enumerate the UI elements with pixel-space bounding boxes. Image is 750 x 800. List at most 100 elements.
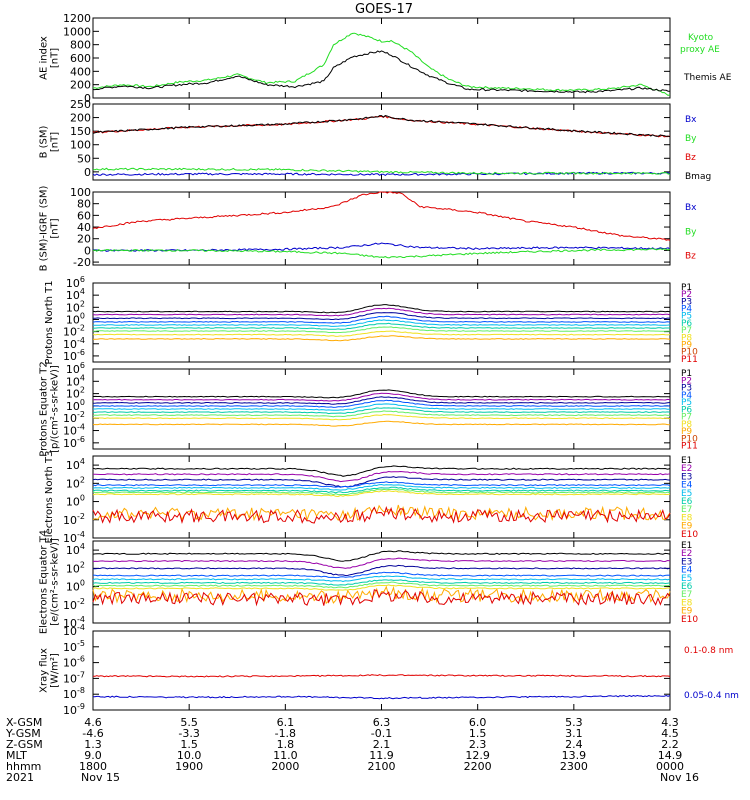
channel-line <box>92 488 671 496</box>
channel-line <box>92 420 671 427</box>
legend-entry: Kyoto <box>688 33 714 43</box>
axis-row-value: 6.1 <box>277 716 295 729</box>
axis-row-value: 3.1 <box>565 727 583 740</box>
channel-legend-entry: E6 <box>681 582 693 592</box>
axis-row-value: -0.1 <box>371 727 392 740</box>
y-tick-label: 800 <box>70 39 91 52</box>
panel-frame <box>92 455 671 539</box>
y-tick-label: 80 <box>77 198 91 211</box>
channel-line <box>92 486 671 494</box>
y-tick-label: 20 <box>77 233 91 246</box>
axis-row-value: 4.5 <box>661 727 679 740</box>
y-tick-label: 10-4 <box>63 530 85 545</box>
y-axis-label: [e/(cm²-s-sr-keV)] <box>50 538 61 626</box>
y-axis-label: Protons North T1 <box>44 280 55 364</box>
channel-legend-entry: P5 <box>681 398 692 408</box>
series-line <box>92 674 671 678</box>
panel-bigrf-ylabel: B (SM)-IGRF (SM) [nT] <box>39 186 61 272</box>
y-tick-label: 100 <box>70 186 91 199</box>
axis-row-value: 4.6 <box>84 716 102 729</box>
channel-legend-entry: P9 <box>681 427 692 437</box>
y-axis-label: B (SM) <box>39 125 50 158</box>
channel-legend-entry: E7 <box>681 590 692 600</box>
y-tick-label: 106 <box>66 361 85 376</box>
channel-legend-entry: E6 <box>681 497 693 507</box>
axis-row-value: 6.0 <box>469 716 487 729</box>
y-axis-label: Xray flux <box>39 648 50 693</box>
axis-row-value: 5.3 <box>565 716 583 729</box>
channel-legend-entry: P8 <box>681 420 692 430</box>
channel-line <box>92 413 671 421</box>
channel-legend-entry: P10 <box>681 434 698 444</box>
channel-line <box>93 564 671 577</box>
y-tick-label: 10-8 <box>63 686 85 701</box>
axis-row-value: 10.0 <box>177 749 202 762</box>
y-tick-label: 150 <box>70 125 91 138</box>
legend-entry: proxy AE <box>680 45 720 55</box>
channel-line <box>92 481 671 488</box>
channel-line <box>92 504 671 522</box>
channel-line <box>93 403 671 411</box>
channel-legend-entry: E5 <box>681 574 692 584</box>
axis-row-value: 11.0 <box>273 749 298 762</box>
y-tick-label: 10-6 <box>63 348 85 363</box>
axis-row-label: X-GSM <box>6 716 42 729</box>
series-line <box>92 191 671 241</box>
legend-entry: Bx <box>685 203 697 213</box>
series-line <box>92 115 671 138</box>
axis-row-value: 1800 <box>79 760 107 773</box>
channel-legend-entry: P1 <box>681 283 692 293</box>
y-tick-label: 60 <box>77 209 91 222</box>
y-tick-label: 0 <box>84 166 91 179</box>
y-tick-label: 10-9 <box>63 702 85 717</box>
axis-row-value: 2000 <box>271 760 299 773</box>
y-axis-label: [nT] <box>50 48 61 68</box>
axis-row-value: 2.3 <box>469 738 487 751</box>
y-axis-label: Electrons North T3 <box>44 450 55 543</box>
series-line <box>92 32 671 96</box>
channel-line <box>92 490 671 498</box>
channel-legend-entry: E9 <box>681 522 693 532</box>
y-tick-label: 10-2 <box>63 410 85 425</box>
axis-row-mlt: MLT 9.0 10.0 11.0 11.9 12.9 13.9 14.9 <box>6 749 682 762</box>
axis-row-value: 0000 <box>656 760 684 773</box>
channel-legend-entry: P9 <box>681 340 692 350</box>
axis-row-value: 12.9 <box>465 749 490 762</box>
y-axis-label: [nT] <box>50 132 61 152</box>
axis-row-value: 1.3 <box>84 738 102 751</box>
panel-ae-ylabel: AE index [nT] <box>39 36 61 80</box>
y-tick-label: 200 <box>70 112 91 125</box>
channel-line <box>92 483 671 491</box>
y-tick-label: 102 <box>66 560 85 575</box>
y-axis-label: Protons Equator T2 <box>39 361 50 457</box>
channel-line <box>92 322 670 330</box>
channel-line <box>92 304 671 314</box>
channel-line <box>92 581 671 589</box>
legend-entry: Bz <box>685 153 696 163</box>
channel-line <box>92 326 670 334</box>
axis-row-x-gsm: X-GSM 4.6 5.5 6.1 6.3 6.0 5.3 4.3 <box>6 716 679 729</box>
legend-entry: By <box>685 227 697 237</box>
y-axis-label: [p/(cm²-s-sr-keV)] <box>50 365 61 453</box>
channel-legend-entry: P3 <box>681 384 692 394</box>
legend-entry: Themis AE <box>683 73 732 83</box>
plot-title: GOES-17 <box>355 2 413 17</box>
panel-xray-ylabel: Xray flux [W/m²] <box>39 648 61 693</box>
axis-row-label: Z-GSM <box>6 738 43 751</box>
channel-line <box>92 389 671 399</box>
channel-legend-entry: E8 <box>681 598 693 608</box>
channel-legend-entry: P6 <box>681 405 692 415</box>
channel-legend-entry: E4 <box>681 481 693 491</box>
legend-entry: By <box>685 134 697 144</box>
y-tick-label: 10-2 <box>63 324 85 339</box>
axis-row-label: Y-GSM <box>5 727 41 740</box>
channel-legend-entry: E1 <box>681 456 692 466</box>
series-line <box>92 167 671 175</box>
channel-legend-entry: P7 <box>681 326 692 336</box>
y-tick-label: 0 <box>84 92 91 105</box>
legend-entry: 0.1-0.8 nm <box>684 646 733 656</box>
